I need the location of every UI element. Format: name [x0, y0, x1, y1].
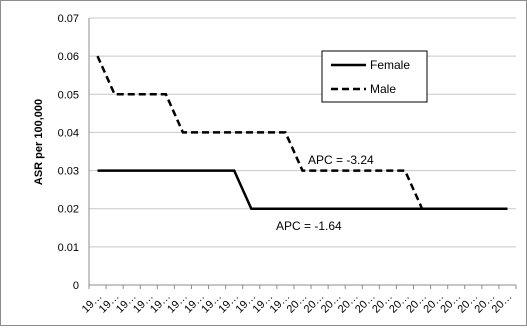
- legend-label-female: Female: [370, 58, 410, 72]
- annotation-female-apc: APC = -1.64: [276, 219, 342, 233]
- y-tick-label: 0.07: [58, 13, 79, 25]
- series-line-male: [96, 55, 508, 210]
- y-tick-label: 0.03: [58, 166, 79, 178]
- legend-box: [321, 50, 428, 103]
- y-tick-label: 0.05: [58, 89, 79, 101]
- legend-label-male: Male: [370, 82, 396, 96]
- y-axis-title: ASR per 100,000: [33, 99, 45, 185]
- annotation-male-apc: APC = -3.24: [308, 153, 374, 167]
- y-tick-label: 0.01: [58, 242, 79, 254]
- y-tick-label: 0: [73, 280, 79, 292]
- y-tick-label: 0.04: [58, 127, 79, 139]
- series: [96, 55, 508, 210]
- legend: Female Male: [321, 50, 428, 103]
- y-tick-label: 0.06: [58, 51, 79, 63]
- y-tick-label: 0.02: [58, 204, 79, 216]
- axes: [88, 18, 517, 289]
